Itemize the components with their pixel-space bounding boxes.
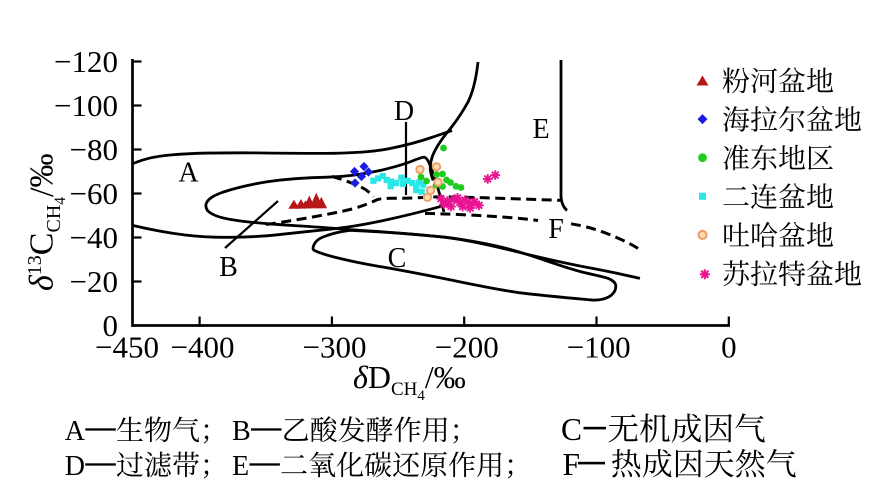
svg-text:−20: −20 [70, 264, 118, 299]
svg-text:D: D [394, 96, 414, 127]
svg-text:−80: −80 [70, 132, 118, 167]
svg-text:−100: −100 [54, 88, 118, 123]
svg-text:−120: −120 [54, 44, 118, 79]
svg-text:C: C [388, 243, 407, 274]
svg-text:E: E [232, 451, 249, 482]
svg-text:0: 0 [721, 330, 737, 365]
svg-text:−40: −40 [70, 220, 118, 255]
svg-text:D: D [65, 451, 85, 482]
svg-text:A: A [65, 416, 86, 447]
svg-text:−100: −100 [567, 330, 631, 365]
svg-text:A: A [178, 158, 199, 189]
svg-text:0: 0 [103, 308, 119, 343]
svg-text:B: B [219, 252, 238, 283]
svg-text:−400: −400 [171, 330, 235, 365]
svg-text:δ13CCH4/‰: δ13CCH4/‰ [24, 154, 70, 292]
svg-text:F: F [563, 447, 581, 482]
svg-text:−300: −300 [303, 330, 367, 365]
svg-text:C: C [561, 412, 582, 447]
svg-text:E: E [532, 114, 549, 145]
svg-text:−450: −450 [95, 330, 159, 365]
svg-text:B: B [232, 416, 251, 447]
svg-text:−200: −200 [435, 330, 499, 365]
svg-text:F: F [548, 214, 564, 245]
svg-text:−60: −60 [70, 176, 118, 211]
